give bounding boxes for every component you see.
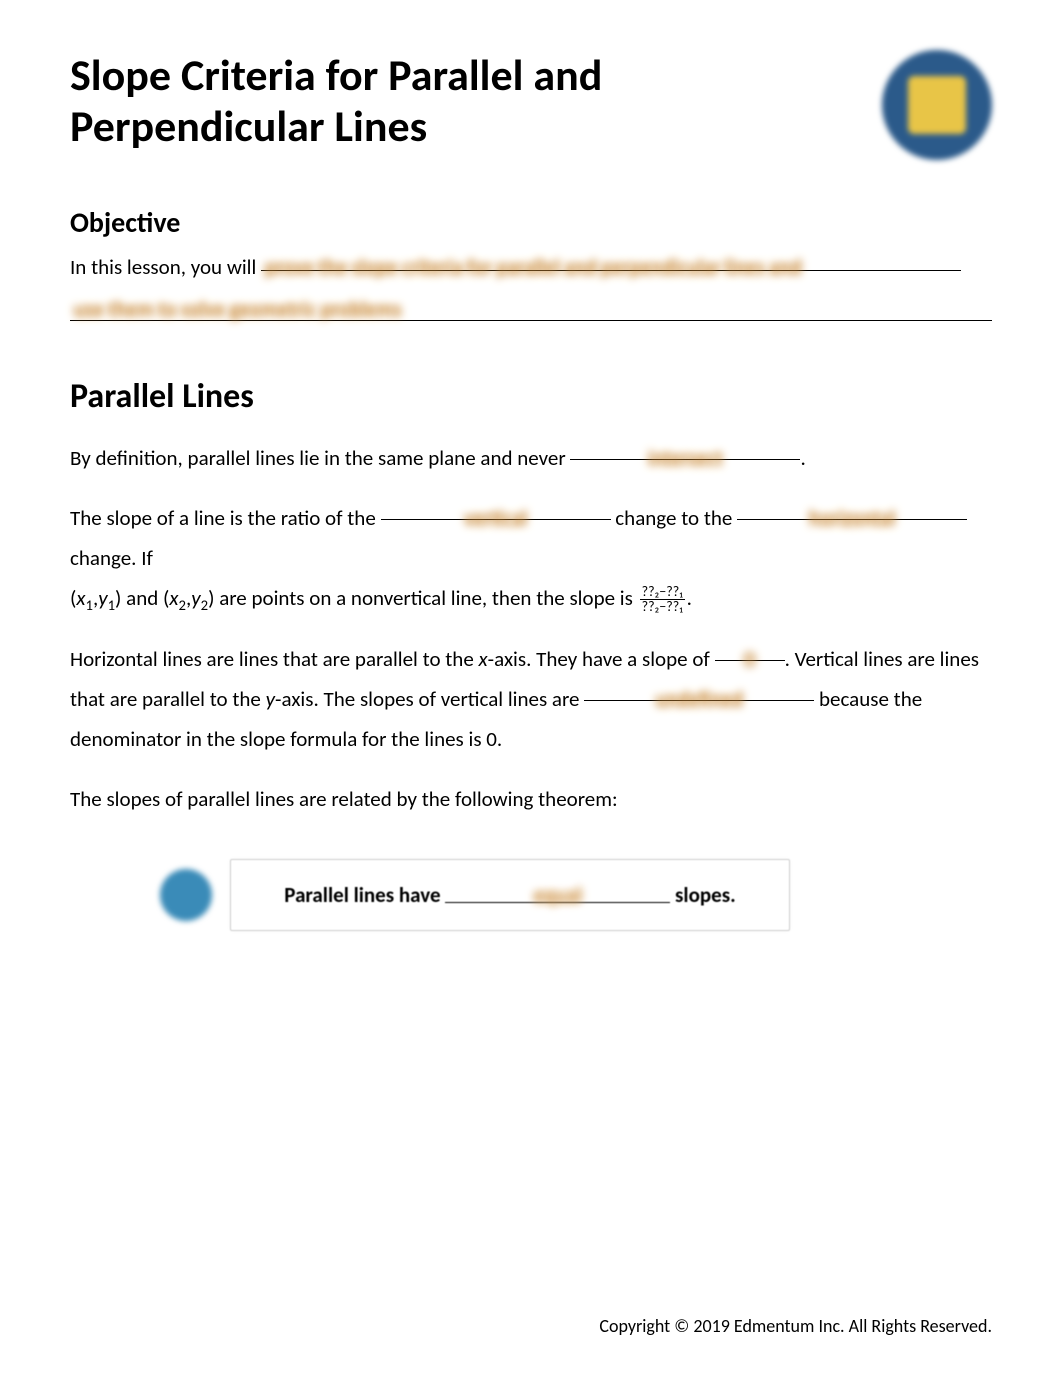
p1-blur: intersect — [648, 445, 722, 471]
parallel-p4: The slopes of parallel lines are related… — [70, 780, 992, 820]
p1-blank: intersect — [570, 439, 800, 460]
p3-y: y — [266, 686, 275, 712]
frac-den: ??₂−??₁ — [640, 600, 685, 615]
p2-y2: y — [191, 585, 200, 611]
p2l2-b: ) and ( — [115, 585, 169, 611]
theorem-blur: equal — [534, 882, 581, 908]
p2-s1b: 1 — [108, 596, 115, 614]
parallel-heading: Parallel Lines — [70, 376, 992, 417]
objective-blank-1: prove the slope criteria for parallel an… — [261, 250, 961, 271]
p1-lead: By definition, parallel lines lie in the… — [70, 445, 570, 471]
p3l2-a: that are parallel to the — [70, 686, 266, 712]
p2l2-d: . — [687, 585, 692, 611]
p3-blank-undef: undefined — [584, 680, 814, 701]
p2-c: change. If — [70, 545, 153, 571]
p3l2-b: -axis. The slopes of vertical lines are — [275, 686, 584, 712]
objective-blank-2: use them to solve geometric problems — [70, 292, 992, 321]
theorem-tail: slopes. — [670, 882, 735, 908]
p3-blank-zero: 0 — [715, 640, 785, 661]
p2-a: The slope of a line is the ratio of the — [70, 505, 381, 531]
parallel-p3: Horizontal lines are lines that are para… — [70, 640, 992, 760]
p3-blur-undef: undefined — [656, 686, 743, 712]
copyright-footer: Copyright © 2019 Edmentum Inc. All Right… — [599, 1315, 992, 1337]
page-title: Slope Criteria for Parallel and Perpendi… — [70, 50, 862, 151]
objective-heading: Objective — [70, 205, 992, 240]
slope-fraction: ??₂−??₁??₂−??₁ — [640, 585, 685, 615]
p2-s1: 1 — [85, 596, 92, 614]
parallel-p1: By definition, parallel lines lie in the… — [70, 439, 992, 479]
p3-blur-zero: 0 — [744, 646, 755, 672]
objective-text: In this lesson, you will prove the slope… — [70, 250, 992, 321]
brand-logo-icon — [882, 50, 992, 160]
theorem-box: Parallel lines have equal slopes. — [230, 859, 790, 931]
p3-b: -axis. They have a slope of — [488, 646, 715, 672]
p2-y1: y — [98, 585, 107, 611]
p2-s2b: 2 — [201, 596, 208, 614]
p2-s2: 2 — [179, 596, 186, 614]
objective-lead: In this lesson, you will — [70, 254, 261, 280]
theorem-lead: Parallel lines have — [284, 882, 445, 908]
p3-x: x — [479, 646, 488, 672]
objective-blur-1: prove the slope criteria for parallel an… — [265, 254, 801, 280]
p2-b: change to the — [611, 505, 738, 531]
theorem-row: Parallel lines have equal slopes. — [160, 859, 992, 931]
p1-term: . — [800, 445, 805, 471]
p2-blank-2: horizontal — [737, 499, 967, 520]
p3l3: denominator in the slope formula for the… — [70, 726, 502, 752]
theorem-bullet-icon — [160, 869, 212, 921]
parallel-p2: The slope of a line is the ratio of the … — [70, 499, 992, 620]
p2l2-c: ) are points on a nonvertical line, then… — [208, 585, 638, 611]
p2-blank-1: vertical — [381, 499, 611, 520]
p2-x2: x — [169, 585, 178, 611]
header: Slope Criteria for Parallel and Perpendi… — [70, 50, 992, 160]
p3-a: Horizontal lines are lines that are para… — [70, 646, 479, 672]
p2-blur-1: vertical — [464, 505, 526, 531]
p3l2-c: because the — [814, 686, 922, 712]
brand-logo-inner-icon — [908, 76, 966, 134]
theorem-blank: equal — [445, 882, 670, 903]
p2-blur-2: horizontal — [809, 505, 895, 531]
objective-blur-2: use them to solve geometric problems — [70, 296, 401, 322]
p3-c: . Vertical lines are lines — [785, 646, 979, 672]
